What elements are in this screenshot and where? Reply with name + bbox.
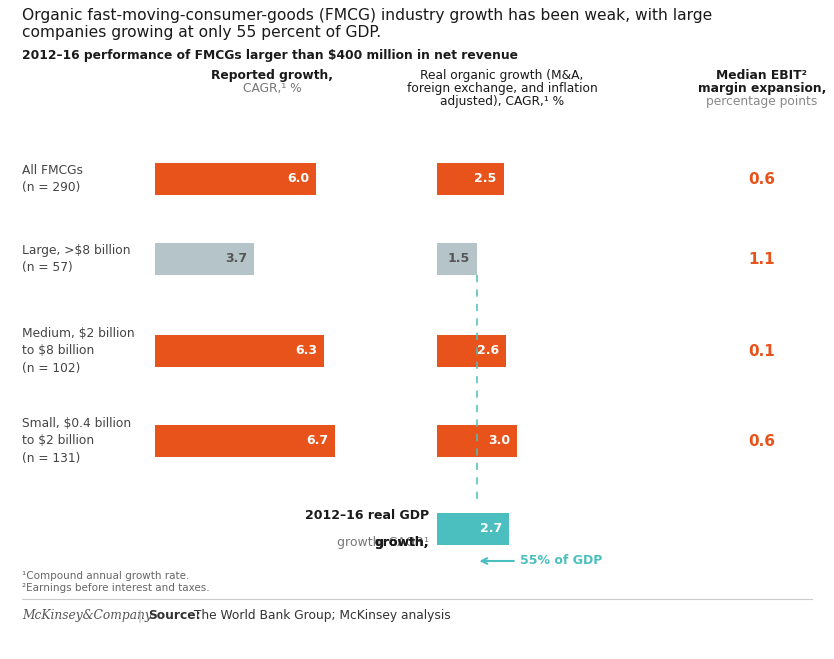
Bar	[437, 513, 509, 545]
Text: 2.5: 2.5	[475, 173, 497, 185]
Text: margin expansion,: margin expansion,	[698, 82, 826, 95]
Text: Small, $0.4 billion
to $2 billion
(n = 131): Small, $0.4 billion to $2 billion (n = 1…	[22, 417, 131, 465]
Text: ²Earnings before interest and taxes.: ²Earnings before interest and taxes.	[22, 583, 209, 593]
Text: 0.1: 0.1	[749, 343, 776, 358]
Text: companies growing at only 55 percent of GDP.: companies growing at only 55 percent of …	[22, 25, 381, 40]
Text: 2.6: 2.6	[477, 345, 500, 357]
Bar	[155, 243, 254, 275]
Bar	[437, 335, 506, 367]
Text: Source:: Source:	[148, 609, 201, 622]
Text: Organic fast-moving-consumer-goods (FMCG) industry growth has been weak, with la: Organic fast-moving-consumer-goods (FMCG…	[22, 8, 712, 23]
Text: growth,: growth,	[374, 536, 429, 549]
Text: foreign exchange, and inflation: foreign exchange, and inflation	[407, 82, 597, 95]
Text: 1.1: 1.1	[749, 252, 776, 266]
Text: Medium, $2 billion
to $8 billion
(n = 102): Medium, $2 billion to $8 billion (n = 10…	[22, 327, 134, 375]
Text: Real organic growth (M&A,: Real organic growth (M&A,	[420, 69, 584, 82]
Text: 6.0: 6.0	[287, 173, 309, 185]
Text: All FMCGs
(n = 290): All FMCGs (n = 290)	[22, 163, 83, 194]
Text: 3.0: 3.0	[488, 434, 510, 447]
Text: 55% of GDP: 55% of GDP	[520, 554, 602, 567]
Text: 1.5: 1.5	[448, 252, 470, 266]
Text: Large, >$8 billion
(n = 57): Large, >$8 billion (n = 57)	[22, 244, 130, 274]
Text: 2.7: 2.7	[480, 523, 502, 536]
Text: adjusted), CAGR,¹ %: adjusted), CAGR,¹ %	[440, 95, 564, 108]
Bar	[437, 163, 504, 195]
Text: growth, CAGR¹: growth, CAGR¹	[337, 536, 429, 549]
Text: percentage points: percentage points	[706, 95, 817, 108]
Text: Median EBIT²: Median EBIT²	[716, 69, 807, 82]
Text: 0.6: 0.6	[748, 171, 776, 186]
Text: McKinsey&Company: McKinsey&Company	[22, 609, 152, 622]
Text: 2012–16 real GDP: 2012–16 real GDP	[305, 509, 429, 522]
Text: 6.3: 6.3	[295, 345, 317, 357]
Text: Reported growth,: Reported growth,	[212, 69, 334, 82]
Text: |: |	[138, 609, 142, 622]
Text: 3.7: 3.7	[225, 252, 248, 266]
Text: CAGR,¹ %: CAGR,¹ %	[244, 82, 302, 95]
Text: ¹Compound annual growth rate.: ¹Compound annual growth rate.	[22, 571, 189, 581]
Text: growth,: growth,	[374, 536, 429, 549]
Bar	[437, 243, 477, 275]
Text: The World Bank Group; McKinsey analysis: The World Bank Group; McKinsey analysis	[190, 609, 450, 622]
Bar	[155, 425, 335, 457]
Bar	[155, 335, 324, 367]
Text: 2012–16 performance of FMCGs larger than $400 million in net revenue: 2012–16 performance of FMCGs larger than…	[22, 49, 518, 62]
Text: 0.6: 0.6	[748, 434, 776, 449]
Text: 6.7: 6.7	[306, 434, 328, 447]
Bar	[437, 425, 517, 457]
Bar	[155, 163, 316, 195]
